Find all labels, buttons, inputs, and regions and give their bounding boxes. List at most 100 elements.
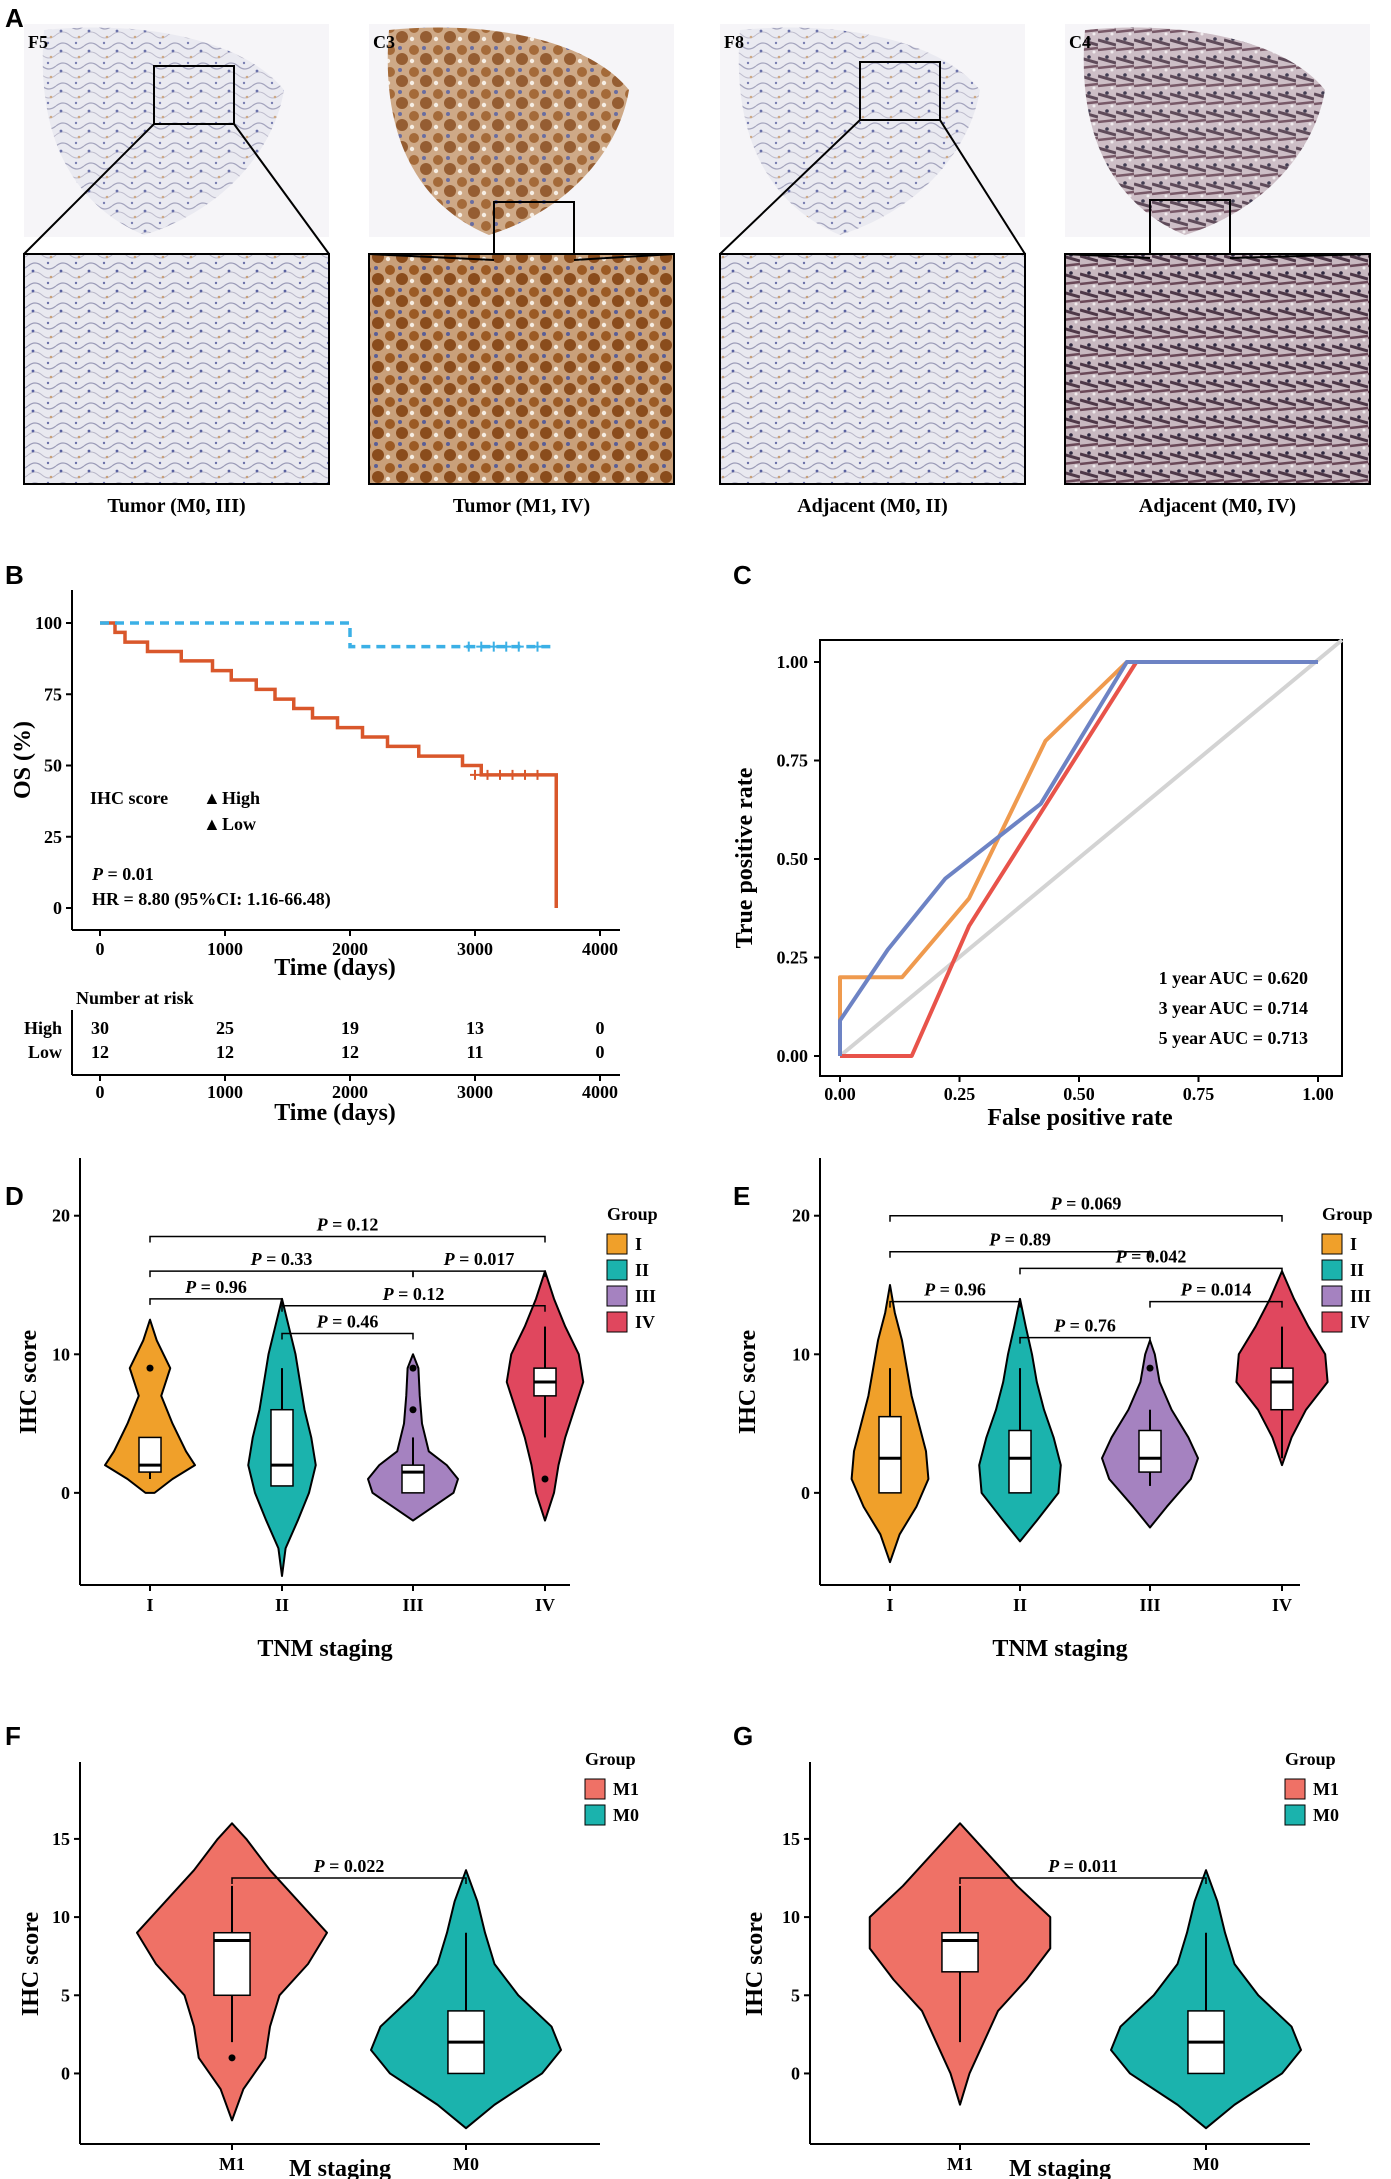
y-tick-label: 10 (782, 1907, 800, 1927)
micrograph-caption: Tumor (M1, IV) (453, 495, 590, 517)
x-tick-label: M0 (453, 2154, 479, 2174)
outlier-point (228, 2054, 236, 2062)
x-axis-title: TNM staging (257, 1636, 392, 1662)
micrograph-magnified (1065, 254, 1370, 484)
x-tick-label: I (146, 1595, 153, 1615)
iqr-box (270, 1408, 294, 1487)
legend-label: I (1350, 1234, 1357, 1254)
x-tick-label: II (275, 1595, 289, 1615)
y-tick-label: 1.00 (777, 652, 809, 672)
sample-id: F5 (28, 32, 48, 52)
y-tick-label: 0.75 (777, 751, 809, 771)
risk-count: 0 (596, 1018, 605, 1038)
legend-low-label: Low (222, 814, 256, 834)
legend-label: IV (1350, 1312, 1370, 1332)
magnified-border (23, 253, 330, 485)
risk-row-label: Low (28, 1042, 62, 1062)
significance-bracket (149, 1235, 546, 1243)
outlier-point (409, 1406, 417, 1414)
x-tick-label: III (402, 1595, 423, 1615)
censor-mark (532, 769, 543, 780)
y-tick-label: 0 (801, 1483, 810, 1503)
p-value-label: P = 0.12 (316, 1215, 379, 1235)
p-value-label: P = 0.33 (250, 1249, 313, 1269)
x-tick-label: 4000 (582, 939, 618, 959)
y-tick-label: 75 (44, 684, 62, 704)
roc-curve (838, 660, 1318, 1056)
legend-label: III (635, 1286, 656, 1306)
significance-bracket (1149, 1300, 1283, 1308)
panel-label-d: D (5, 1181, 24, 1211)
y-tick-label: 100 (35, 613, 62, 633)
risk-x-tick-label: 0 (96, 1082, 105, 1102)
zoom-box (859, 61, 941, 121)
risk-row-label: High (24, 1018, 62, 1038)
p-value-label: P = 0.12 (382, 1284, 445, 1304)
legend-swatch (1284, 1804, 1306, 1826)
legend-label: II (635, 1260, 649, 1280)
iqr-box (878, 1415, 902, 1494)
micrograph-caption: Tumor (M0, III) (107, 495, 245, 517)
outlier-point (146, 1364, 154, 1372)
x-tick-label: 1000 (207, 939, 243, 959)
legend-swatch (606, 1259, 628, 1281)
outlier-point (541, 1475, 549, 1483)
panel-label-c: C (733, 560, 752, 590)
x-axis-title: M staging (289, 2156, 391, 2179)
legend-label: III (1350, 1286, 1371, 1306)
y-axis-title: IHC score (16, 1330, 42, 1435)
x-tick-label: II (1013, 1595, 1027, 1615)
y-tick-label: 0 (53, 898, 62, 918)
auc-legend-entry: 3 year AUC = 0.714 (1159, 998, 1308, 1018)
significance-bracket (1019, 1336, 1151, 1344)
y-axis-title: IHC score (742, 1912, 768, 2017)
significance-bracket (1019, 1267, 1283, 1275)
auc-legend-entry: 5 year AUC = 0.713 (1159, 1028, 1308, 1048)
y-tick-label: 50 (44, 756, 62, 776)
p-value-label: P = 0.96 (923, 1280, 986, 1300)
p-value-label: P = 0.89 (988, 1230, 1051, 1250)
risk-count: 0 (596, 1042, 605, 1062)
significance-bracket (889, 1300, 1021, 1308)
zoom-line-left (23, 123, 155, 255)
censor-mark (495, 769, 505, 780)
legend-label: M0 (613, 1805, 639, 1825)
risk-count: 19 (341, 1018, 359, 1038)
hazard-ratio: HR = 8.80 (95%CI: 1.16-66.48) (92, 889, 331, 910)
magnified-border (368, 253, 675, 485)
p-value-label: P = 0.069 (1050, 1194, 1122, 1214)
legend-swatch (1321, 1311, 1343, 1333)
risk-x-tick-label: 3000 (457, 1082, 493, 1102)
zoom-line-left (368, 253, 495, 261)
panel-labels: A B C D E F G (5, 3, 753, 1751)
risk-x-tick-label: 1000 (207, 1082, 243, 1102)
panel-label-f: F (5, 1721, 21, 1751)
significance-bracket (889, 1250, 1151, 1258)
micrograph-magnified (24, 254, 329, 484)
censor-mark (532, 641, 543, 652)
p-value-label: P = 0.017 (443, 1249, 515, 1269)
zoom-line-right (1229, 253, 1371, 259)
x-tick-label: 3000 (457, 939, 493, 959)
significance-bracket (149, 1298, 283, 1305)
x-axis-title: False positive rate (987, 1105, 1173, 1131)
legend-title: Group (1285, 1749, 1336, 1769)
iqr-box (1270, 1367, 1294, 1411)
x-axis-title: TNM staging (992, 1636, 1127, 1662)
legend-title: IHC score (90, 788, 168, 808)
sample-id: C3 (373, 32, 395, 52)
magnified-border (719, 253, 1026, 485)
iqr-box (1008, 1429, 1032, 1494)
risk-table-title: Number at risk (76, 988, 194, 1008)
micrograph-magnified (720, 254, 1025, 484)
legend-label: M0 (1313, 1805, 1339, 1825)
significance-bracket (412, 1270, 546, 1278)
censor-mark (488, 641, 499, 652)
censor-mark (463, 641, 474, 652)
panel-label-g: G (733, 1721, 753, 1751)
iqr-box (213, 1931, 251, 1997)
x-tick-label: 0.50 (1063, 1084, 1095, 1104)
censor-mark (476, 641, 487, 652)
